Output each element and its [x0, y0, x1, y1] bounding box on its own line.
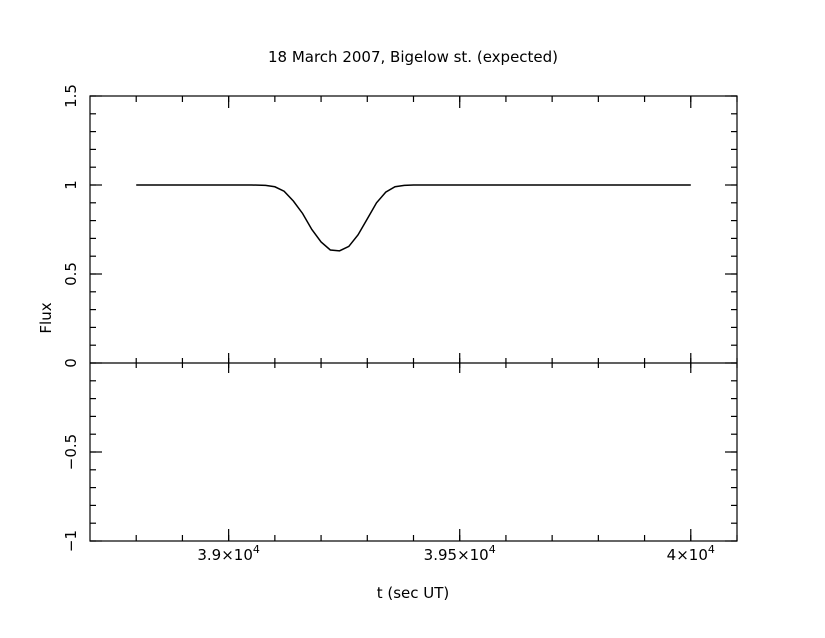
minor-ticks — [90, 95, 738, 542]
y-tick-label: 0 — [62, 358, 80, 368]
x-tick-label: 3.95×104 — [424, 543, 496, 564]
x-tick-label: 4×104 — [667, 543, 715, 564]
y-tick-label: 0.5 — [62, 262, 80, 286]
y-tick-label: 1 — [62, 180, 80, 190]
y-axis-label: Flux — [37, 302, 55, 333]
x-tick-label: 3.9×104 — [197, 543, 260, 564]
y-tick-label: −0.5 — [62, 434, 80, 470]
x-axis: 3.9×104 3.95×104 4×104 — [197, 96, 715, 564]
plot-frame — [89, 95, 738, 542]
y-tick-label: −1 — [62, 530, 80, 552]
y-tick-label: 1.5 — [62, 84, 80, 108]
x-axis-label: t (sec UT) — [377, 584, 450, 602]
y-axis: 1.5 1 0.5 0 −0.5 −1 — [62, 84, 737, 552]
flux-series-line — [136, 184, 691, 252]
chart-title: 18 March 2007, Bigelow st. (expected) — [268, 48, 558, 66]
